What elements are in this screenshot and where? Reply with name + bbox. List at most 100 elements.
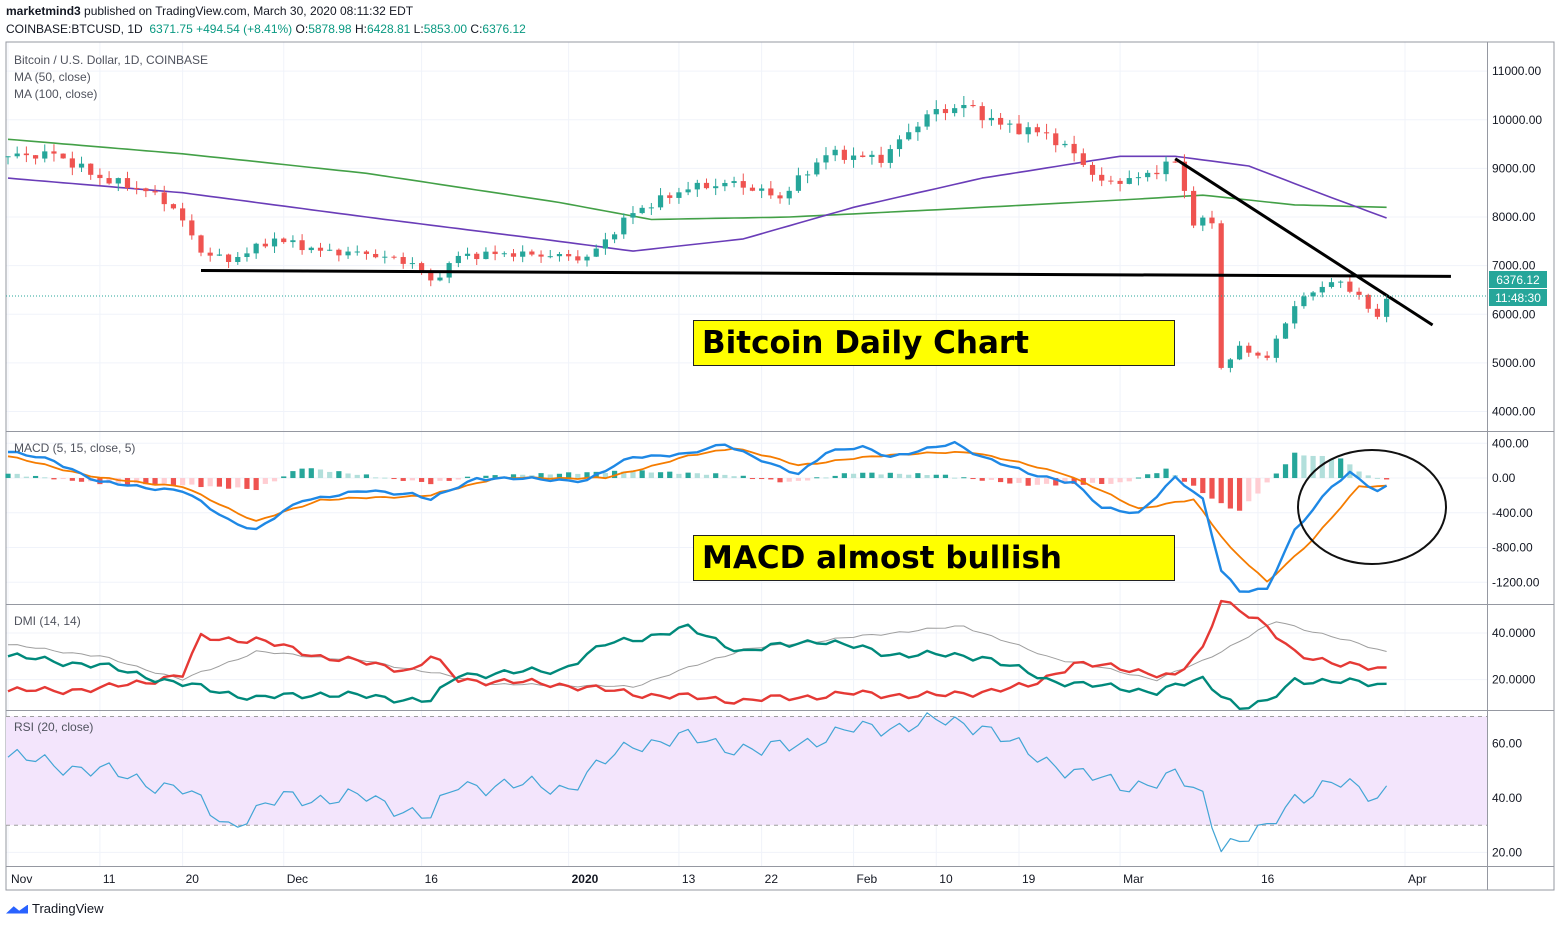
- macd-hist-bar: [1246, 478, 1252, 502]
- candle-body: [630, 213, 636, 218]
- candle-body: [768, 188, 774, 196]
- macd-hist-bar: [952, 477, 958, 479]
- candle-body: [556, 254, 563, 257]
- candle-body: [32, 155, 39, 159]
- symbol-label: COINBASE:BTCUSD, 1D: [6, 22, 143, 36]
- macd-hist-bar: [189, 478, 195, 485]
- y-tick-label: 400.00: [1492, 436, 1529, 450]
- y-tick-label: 6000.00: [1492, 307, 1536, 321]
- candle-body: [1099, 174, 1105, 181]
- macd-hist-bar: [51, 478, 57, 480]
- macd-hist-bar: [1062, 478, 1068, 484]
- macd-hist-bar: [1089, 478, 1096, 483]
- macd-hist-bar: [694, 473, 700, 479]
- macd-hist-bar: [400, 478, 406, 481]
- main-callout: Bitcoin Daily Chart: [693, 320, 1175, 366]
- candle-body: [418, 263, 425, 273]
- candle-body: [327, 249, 333, 251]
- candle-body: [814, 162, 820, 175]
- macd-hist-bar: [749, 478, 756, 480]
- macd-hist-bar: [170, 478, 177, 486]
- candle-body: [906, 132, 912, 140]
- macd-hist-bar: [685, 472, 691, 479]
- candle-body: [520, 251, 526, 257]
- macd-hist-bar: [575, 473, 581, 479]
- y-tick-label: 9000.00: [1492, 161, 1536, 175]
- footer-brand[interactable]: TradingView: [6, 901, 104, 916]
- macd-hist-bar: [262, 478, 268, 484]
- macd-hist-bar: [584, 472, 590, 479]
- candle-body: [134, 187, 140, 189]
- trendline: [1174, 157, 1434, 327]
- macd-hist-bar: [1255, 478, 1261, 494]
- macd-hist-bar: [143, 478, 149, 485]
- macd-histogram: [5, 452, 1390, 511]
- candle-body: [1236, 345, 1243, 360]
- macd-hist-bar: [271, 478, 278, 482]
- macd-hist-bar: [768, 478, 774, 480]
- signal-line: [7, 447, 1387, 583]
- macd-hist-bar: [722, 474, 728, 479]
- candle-body: [869, 154, 875, 158]
- candle-body: [180, 208, 186, 221]
- macd-hist-bar: [621, 471, 627, 479]
- candle-body: [1310, 292, 1316, 297]
- publisher-name[interactable]: marketmind3: [6, 4, 81, 18]
- last-price: 6371.75: [149, 22, 193, 36]
- candle-body: [400, 257, 406, 264]
- candle-body: [253, 243, 259, 254]
- candle-body: [777, 195, 783, 199]
- candle-body: [952, 108, 958, 114]
- candle-body: [23, 153, 29, 156]
- candle-body: [648, 207, 654, 209]
- macd-hist-bar: [483, 475, 489, 479]
- macd-hist-bar: [538, 473, 544, 479]
- macd-hist-bar: [896, 473, 903, 479]
- macd-hist-bar: [290, 471, 296, 479]
- chart-frame: [5, 41, 1555, 891]
- macd-hist-bar: [988, 478, 995, 480]
- macd-hist-bar: [198, 478, 204, 488]
- candle-body: [970, 104, 976, 107]
- candle-body: [1135, 177, 1142, 179]
- candle-body: [942, 109, 949, 114]
- macd-hist-bar: [78, 478, 85, 482]
- macd-hist-bar: [1007, 478, 1013, 484]
- macd-hist-bar: [492, 475, 498, 479]
- candle-body: [804, 174, 811, 176]
- macd-hist-bar: [1163, 468, 1169, 479]
- high-label: H:: [354, 22, 367, 36]
- x-tick-label: Dec: [287, 872, 308, 886]
- macd-hist-bar: [1328, 458, 1335, 479]
- rsi-line: [7, 712, 1388, 853]
- macd-hist-bar: [1319, 455, 1325, 479]
- x-tick-label: Mar: [1123, 872, 1144, 886]
- candle-body: [538, 254, 544, 257]
- macd-hist-bar: [1145, 474, 1151, 479]
- candle-body: [1007, 123, 1013, 125]
- timer-badge-bg: [1489, 289, 1547, 306]
- candle-body: [198, 235, 204, 253]
- close-value: 6376.12: [482, 22, 526, 36]
- candle-body: [611, 234, 618, 240]
- candle-body: [308, 247, 314, 251]
- candle-body: [464, 253, 471, 256]
- macd-hist-bar: [14, 473, 20, 479]
- candle-body: [694, 182, 700, 190]
- macd-hist-bar: [850, 473, 857, 479]
- candle-body: [860, 155, 866, 158]
- candle-body: [602, 239, 609, 249]
- macd-hist-bar: [216, 478, 222, 487]
- x-tick-label: 20: [186, 872, 200, 886]
- candle-body: [373, 253, 379, 258]
- candle-body: [290, 240, 296, 243]
- candle-body: [363, 251, 370, 254]
- macd-hist-bar: [878, 474, 884, 479]
- macd-hist-bar: [998, 478, 1004, 483]
- macd-hist-bar: [1236, 478, 1243, 511]
- ma100-line: [7, 138, 1387, 221]
- macd-hist-bar: [639, 470, 645, 479]
- ma50-line: [7, 155, 1387, 252]
- macd-hist-bar: [657, 472, 664, 479]
